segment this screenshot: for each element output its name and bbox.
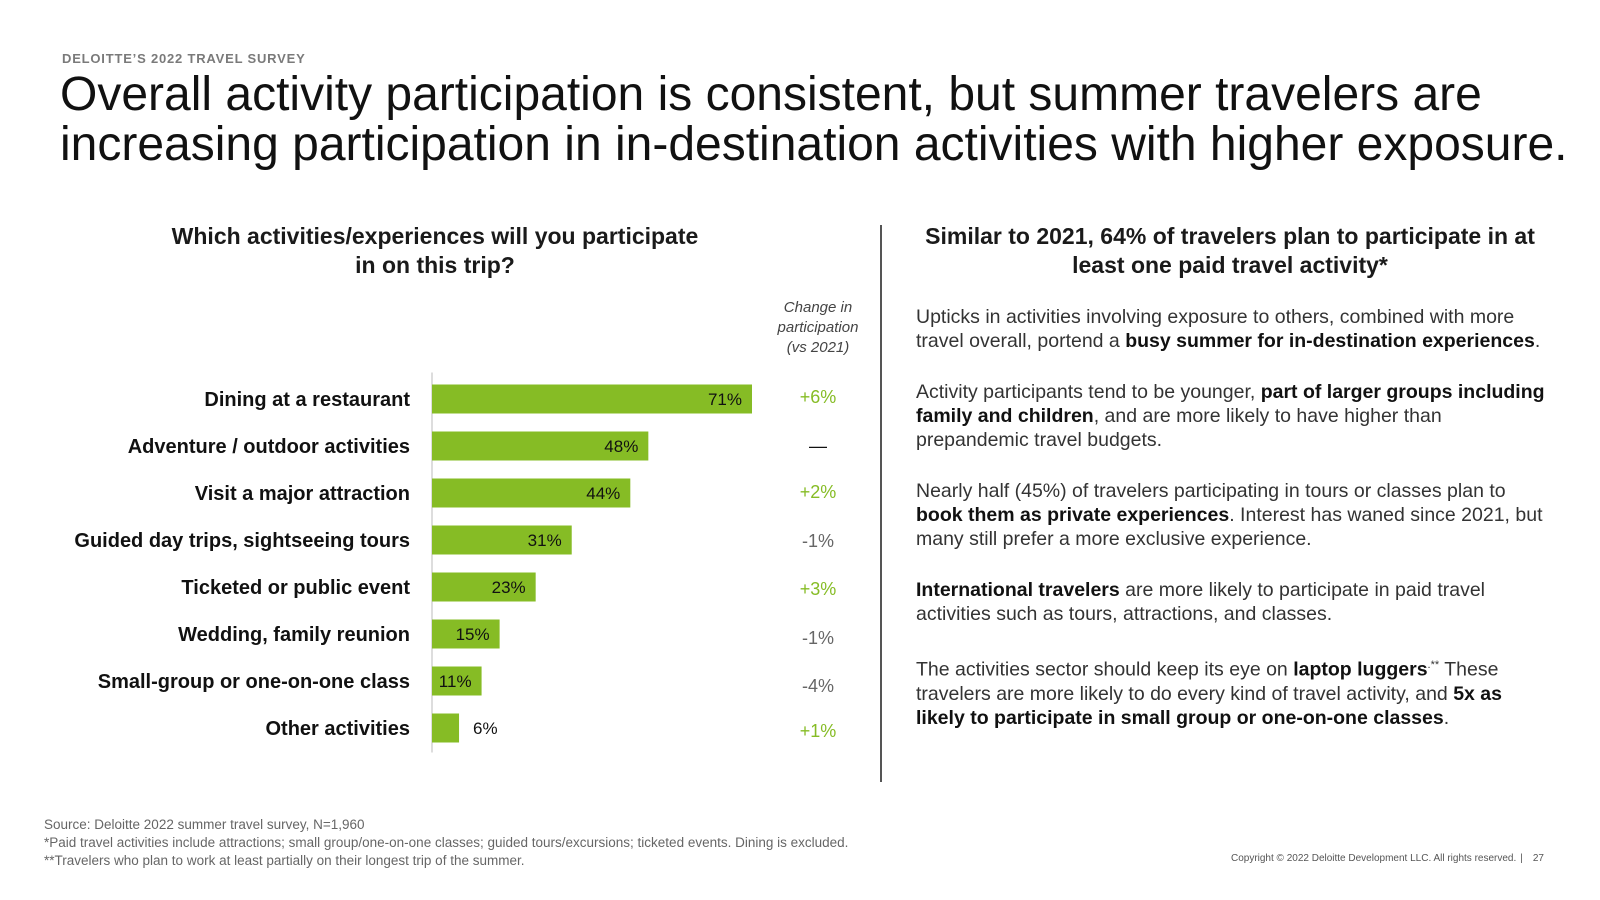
insight-text: .	[1534, 330, 1541, 352]
bar-value-label: 31%	[528, 531, 562, 550]
bar-value-label: 71%	[708, 390, 742, 409]
insight-text: These travelers are more likely to do ev…	[916, 658, 1499, 705]
insight-international: International travelers are more likely …	[916, 578, 1556, 626]
change-label: -1%	[802, 628, 834, 648]
copyright: Copyright © 2022 Deloitte Development LL…	[1231, 853, 1544, 864]
insight-text: , and are more likely to have higher tha…	[916, 405, 1442, 451]
category-label: Other activities	[265, 718, 410, 740]
change-label: -4%	[802, 676, 834, 696]
insight-laptop-luggers: The activities sector should keep its ey…	[916, 653, 1556, 730]
insight-highlight: book them as private experiences	[916, 504, 1230, 526]
copyright-separator: |	[1520, 853, 1523, 864]
insight-text: Nearly half (45%) of travelers participa…	[916, 480, 1506, 502]
paid-activity-note: *Paid travel activities include attracti…	[44, 835, 849, 850]
insight-text: are more likely to participate in paid t…	[916, 579, 1486, 625]
chart-heading: Which activities/experiences will you pa…	[171, 223, 699, 278]
bar	[432, 713, 460, 743]
source-note: Source: Deloitte 2022 summer travel surv…	[44, 817, 365, 832]
survey-eyebrow: DELOITTE’S 2022 TRAVEL SURVEY	[62, 51, 306, 66]
page-title: Overall activity participation is consis…	[60, 68, 1568, 171]
change-label: +3%	[800, 579, 837, 599]
bar-value-label: 23%	[492, 578, 526, 597]
footnote-marker: .**	[1427, 659, 1440, 671]
insight-upticks: Upticks in activities involving exposure…	[916, 305, 1556, 353]
footnotes: Source: Deloitte 2022 summer travel surv…	[44, 816, 848, 870]
insight-text: . Interest has waned since 2021, but man…	[916, 504, 1543, 550]
bar-value-label: 6%	[473, 719, 498, 738]
bar	[432, 525, 572, 555]
insight-highlight: part of larger groups including family a…	[916, 381, 1545, 427]
category-label: Ticketed or public event	[181, 577, 410, 599]
category-label: Guided day trips, sightseeing tours	[74, 530, 410, 552]
bar	[432, 478, 631, 508]
change-label: —	[809, 436, 827, 456]
copyright-text: Copyright © 2022 Deloitte Development LL…	[1230, 853, 1517, 864]
bar-value-label: 11%	[439, 672, 472, 691]
change-label: +6%	[800, 387, 837, 407]
category-label: Dining at a restaurant	[204, 389, 410, 411]
change-label: -1%	[802, 531, 834, 551]
category-label: Visit a major attraction	[195, 483, 410, 505]
bar-value-label: 48%	[604, 437, 638, 456]
insight-text: .	[1443, 706, 1450, 729]
right-heading: Similar to 2021, 64% of travelers plan t…	[925, 223, 1535, 278]
insight-highlight: 5x as likely to participate in small gro…	[916, 682, 1503, 729]
bar	[432, 666, 482, 696]
insight-highlight: busy summer for in-destination experienc…	[1125, 330, 1535, 352]
insights-panel: Upticks in activities involving exposure…	[916, 305, 1556, 757]
bar	[432, 572, 536, 602]
insight-private: Nearly half (45%) of travelers participa…	[916, 479, 1556, 551]
category-label: Adventure / outdoor activities	[128, 436, 410, 458]
bar-value-label: 44%	[586, 484, 620, 503]
insight-text: Upticks in activities involving exposure…	[916, 306, 1515, 352]
insight-participants: Activity participants tend to be younger…	[916, 380, 1556, 452]
change-label: +2%	[800, 482, 837, 502]
insight-highlight: laptop luggers	[1293, 658, 1428, 681]
bar	[432, 384, 752, 414]
activity-bar-chart: Dining at a restaurant 71% +6% Adventure / …	[74, 372, 837, 753]
bar-value-label: 15%	[456, 625, 490, 644]
change-column-header: Change in participation (vs 2021)	[777, 299, 859, 356]
vertical-divider	[880, 225, 882, 782]
bar	[432, 431, 649, 461]
laptop-lugger-note: **Travelers who plan to work at least pa…	[44, 853, 525, 868]
category-label: Wedding, family reunion	[178, 624, 410, 646]
category-label: Small-group or one-on-one class	[98, 671, 410, 693]
insight-highlight: International travelers	[916, 579, 1120, 601]
change-label: +1%	[800, 721, 837, 741]
bar	[432, 619, 500, 649]
insight-text: The activities sector should keep its ey…	[916, 658, 1294, 681]
page-number: 27	[1532, 853, 1544, 864]
insight-text: Activity participants tend to be younger…	[916, 381, 1261, 403]
